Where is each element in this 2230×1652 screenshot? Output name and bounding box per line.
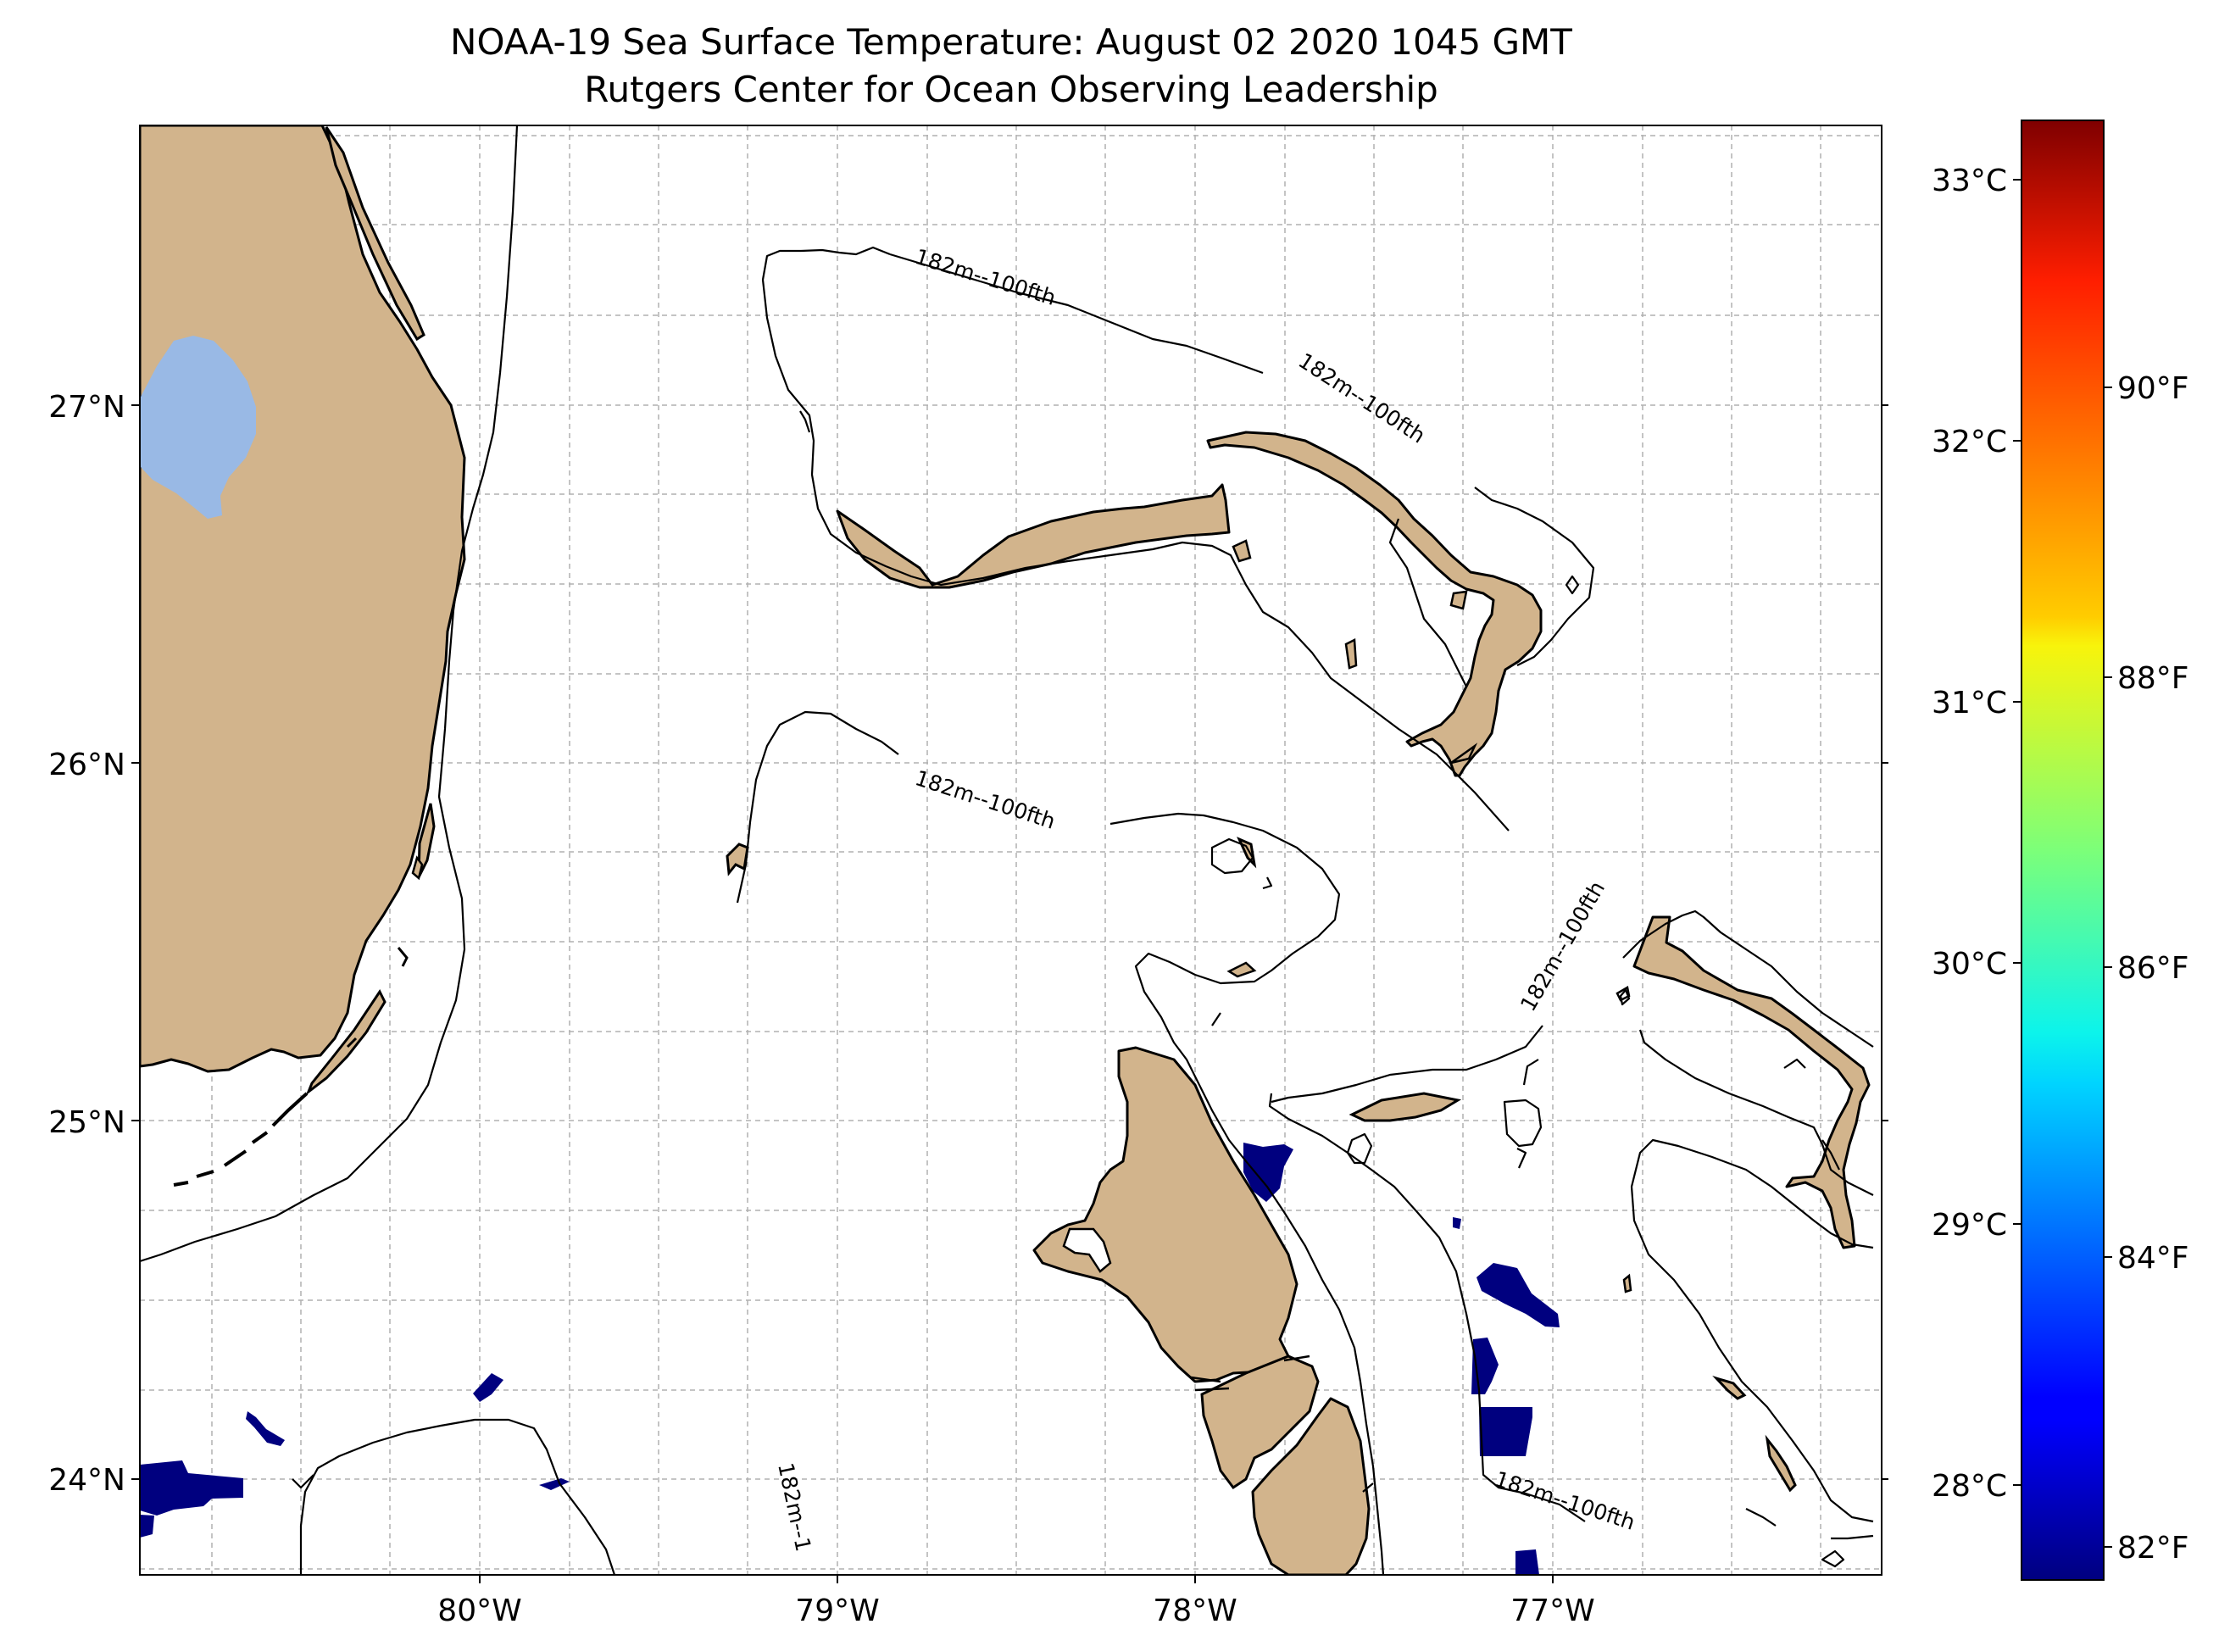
andros-channels (1190, 1354, 1310, 1392)
new-providence-island (1349, 1092, 1462, 1122)
colorbar: 33°C 32°C 31°C 30°C 29°C 28°C 90°F 88°F … (1932, 120, 2189, 1581)
lat-label: 25°N (48, 1105, 125, 1140)
andros-south-islands (1251, 1397, 1371, 1575)
lat-label: 27°N (48, 390, 125, 425)
title-line-1: NOAA-19 Sea Surface Temperature: August … (450, 21, 1572, 63)
lake-okeechobee (140, 336, 256, 519)
colorbar-celsius-label: 32°C (1932, 425, 2007, 459)
colorbar-fahrenheit-label: 84°F (2117, 1241, 2189, 1276)
lat-label: 24°N (48, 1463, 125, 1498)
colorbar-celsius-label: 29°C (1932, 1208, 2007, 1243)
island-dot (1226, 961, 1257, 978)
exuma-cays (1712, 1375, 1747, 1400)
island-dot (1344, 638, 1358, 670)
andros-inner-water (1062, 1227, 1112, 1273)
lon-label: 78°W (1153, 1594, 1237, 1628)
barrier-island (417, 803, 436, 878)
lon-label: 79°W (795, 1594, 879, 1628)
title-line-2: Rutgers Center for Ocean Observing Leade… (584, 69, 1438, 110)
island-dot (411, 855, 424, 881)
island-dot (1449, 590, 1468, 610)
florida-keys (305, 989, 386, 1096)
florida-keys (346, 947, 409, 1048)
colorbar-celsius-label: 28°C (1932, 1469, 2007, 1504)
colorbar-fahrenheit-label: 88°F (2117, 661, 2189, 696)
tick-marks (131, 404, 1888, 1583)
map-frame (139, 125, 1882, 1576)
andros-island (1032, 1046, 1299, 1383)
exuma-cays (1765, 1434, 1797, 1493)
sst-cold-patches (140, 1143, 1560, 1575)
island-dot (1450, 743, 1478, 765)
lat-label: 26°N (48, 748, 125, 782)
colorbar-celsius-label: 31°C (1932, 686, 2007, 720)
florida-keys (173, 1092, 309, 1187)
island-dot (1232, 539, 1252, 563)
barrier-island (325, 126, 425, 342)
bathymetry-contours (140, 125, 1874, 1575)
lon-label: 77°W (1510, 1594, 1594, 1628)
island-dot (1622, 1273, 1632, 1293)
abaco-island (1206, 431, 1543, 777)
colorbar-celsius-label: 30°C (1932, 947, 2007, 982)
colorbar-fahrenheit-label: 90°F (2117, 371, 2189, 406)
grand-bahama-island (836, 483, 1231, 589)
colorbar-fahrenheit-label: 86°F (2117, 951, 2189, 986)
colorbar-celsius-label: 33°C (1932, 164, 2007, 198)
colorbar-gradient (2021, 120, 2105, 1581)
map-panel: 182m--100fth 182m--100fth 182m--100fth 1… (140, 125, 1882, 1575)
colorbar-fahrenheit-label: 82°F (2117, 1531, 2189, 1566)
lon-label: 80°W (437, 1594, 521, 1628)
andros-south-islands (1200, 1354, 1320, 1490)
